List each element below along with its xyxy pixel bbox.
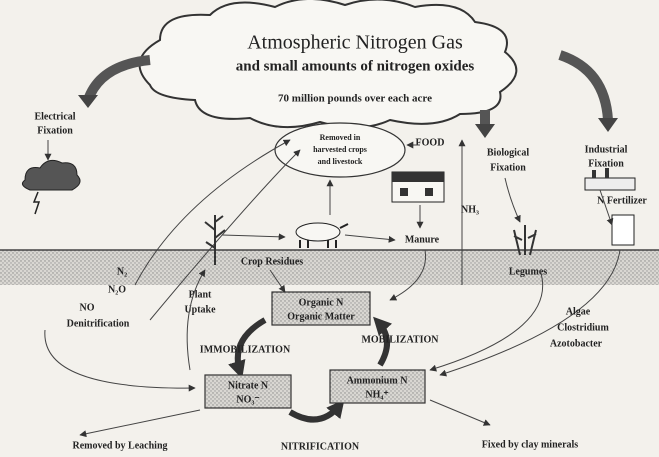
cloud-arrow-left (88, 60, 150, 100)
label: Fixation (37, 125, 73, 136)
label: Nitrate N (228, 380, 269, 391)
label: N₂ (117, 266, 127, 277)
label: Organic N (299, 297, 344, 308)
house-window (425, 188, 433, 196)
label: N₂O (108, 284, 126, 295)
factory-icon (585, 178, 635, 190)
label: NO (80, 302, 95, 313)
arrow (80, 410, 200, 435)
label: NITRIFICATION (281, 441, 360, 452)
label: Manure (405, 234, 440, 245)
chimney (605, 168, 609, 178)
label: Organic Matter (287, 311, 355, 322)
house-roof (392, 172, 444, 182)
cloud-note: 70 million pounds over each acre (278, 93, 432, 105)
label: Removed in (320, 133, 361, 142)
label: Fixation (490, 162, 526, 173)
cloud-title: Atmospheric Nitrogen Gas (247, 32, 463, 54)
label: Azotobacter (550, 338, 603, 349)
lightning-icon (34, 192, 39, 214)
arrow (45, 330, 195, 388)
label: Biological (487, 147, 529, 158)
label: Fixed by clay minerals (482, 439, 578, 450)
label: NH₃ (461, 204, 479, 215)
label: Removed by Leaching (73, 440, 168, 451)
label: and livestock (318, 157, 363, 166)
fertilizer-bag-icon (612, 215, 634, 245)
arrow (505, 178, 520, 222)
storm-cloud-icon (22, 160, 80, 190)
label: Fixation (588, 158, 624, 169)
label: Crop Residues (241, 256, 303, 267)
label: NH₄⁺ (365, 389, 388, 400)
label: Denitrification (67, 318, 130, 329)
arrow (430, 400, 490, 425)
cloud-arrow-right (560, 55, 608, 120)
label: NO₃⁻ (236, 394, 259, 405)
label: Clostridium (557, 322, 609, 333)
arrowhead (475, 124, 495, 138)
label: Electrical (34, 111, 75, 122)
soil-band (0, 250, 659, 285)
label: MOBILIZATION (361, 334, 439, 345)
arrowhead (598, 118, 618, 132)
chimney (592, 170, 596, 178)
label: Industrial (585, 144, 628, 155)
cow-icon (296, 223, 340, 241)
cloud-subtitle: and small amounts of nitrogen oxides (236, 58, 475, 74)
label: Algae (566, 306, 591, 317)
arrow (222, 235, 285, 237)
arrow (345, 235, 395, 240)
house-window (400, 188, 408, 196)
label: Ammonium N (347, 375, 409, 386)
arrowhead (78, 95, 98, 108)
cycle-arrow (290, 405, 340, 420)
label: FOOD (416, 137, 445, 148)
label: IMMOBILIZATION (200, 344, 291, 355)
nitrogen-cycle-diagram: Atmospheric Nitrogen Gas and small amoun… (0, 0, 659, 457)
label: harvested crops (313, 145, 367, 154)
